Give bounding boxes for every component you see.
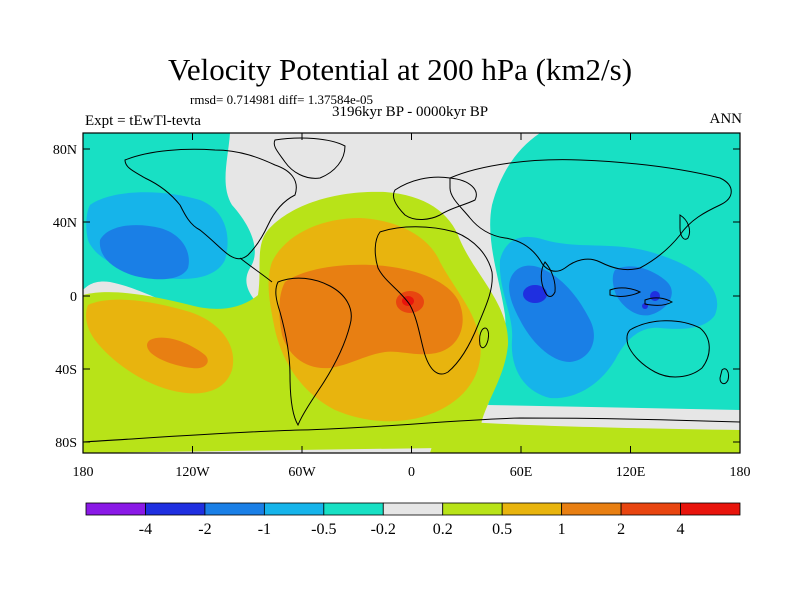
lon-label-0: 0: [408, 465, 415, 480]
colorbar-box-10: [680, 502, 741, 516]
contour-field: [83, 133, 740, 453]
lon-label-180e: 180: [730, 465, 751, 480]
field-yellowgreen-tail: [430, 420, 740, 453]
colorbar-box-9: [620, 502, 681, 516]
stats-text: rmsd= 0.714981 diff= 1.37584e-05: [190, 92, 374, 107]
lon-label-120w: 120W: [175, 465, 210, 480]
field-blue-pacific: [99, 225, 189, 280]
colorbar-label-8: 2: [617, 521, 625, 538]
period-text: 3196kyr BP - 0000kyr BP: [331, 104, 489, 120]
colorbar-label-7: 1: [558, 521, 566, 538]
lon-label-120e: 120E: [616, 465, 646, 480]
colorbar-label-1: -2: [198, 521, 211, 538]
field-orange-atlantic: [279, 264, 463, 369]
field-orange-pacific: [147, 337, 208, 369]
colorbar-label-5: 0.2: [433, 521, 453, 538]
lat-label-40n: 40N: [53, 216, 77, 231]
colorbar-box-1: [145, 502, 206, 516]
colorbar-box-8: [561, 502, 622, 516]
lat-label-80n: 80N: [53, 143, 77, 158]
lat-ticks: [83, 148, 740, 443]
colorbar-label-6: 0.5: [492, 521, 512, 538]
colorbar-box-0: [85, 502, 146, 516]
colorbar-label-4: -0.2: [371, 521, 396, 538]
colorbar-label-2: -1: [258, 521, 271, 538]
colorbar-box-3: [263, 502, 325, 516]
lat-label-40s: 40S: [55, 363, 77, 378]
colorbar-label-0: -4: [139, 521, 152, 538]
colorbar-box-4: [323, 502, 384, 516]
season-label: ANN: [709, 111, 743, 127]
lat-label-eq: 0: [70, 290, 77, 305]
colorbar-box-7: [501, 502, 563, 516]
coastlines: [83, 137, 740, 443]
lat-label-80s: 80S: [55, 436, 77, 451]
field-darkblue-core: [523, 285, 547, 303]
colorbar-box-2: [204, 502, 265, 516]
field-blue-maritime: [612, 266, 672, 316]
colorbar-box-6: [442, 502, 503, 516]
colorbar: -4 -2 -1 -0.5 -0.2 0.2 0.5 1 2 4: [85, 502, 741, 538]
colorbar-label-9: 4: [677, 521, 685, 538]
plot-title: Velocity Potential at 200 hPa (km2/s): [167, 52, 633, 87]
lon-label-180w: 180: [73, 465, 94, 480]
lon-ticks: [82, 133, 741, 453]
lon-label-60w: 60W: [288, 465, 316, 480]
experiment-label: Expt = tEwTl-tevta: [85, 113, 201, 129]
colorbar-box-5: [382, 502, 444, 516]
lon-label-60e: 60E: [510, 465, 533, 480]
colorbar-label-3: -0.5: [311, 521, 336, 538]
field-darkblue-small: [650, 291, 660, 301]
